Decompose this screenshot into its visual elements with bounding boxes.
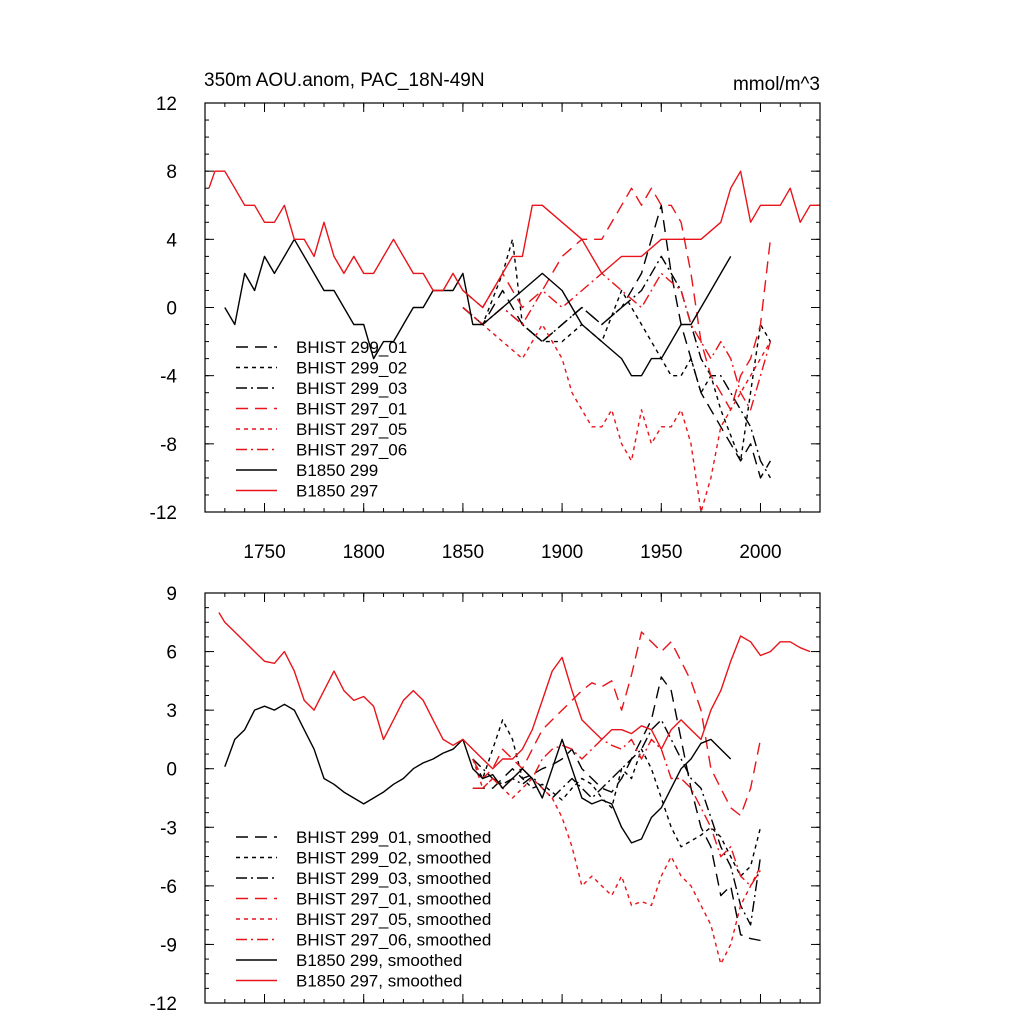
x-tick-label: 2000 bbox=[739, 542, 781, 563]
series-line-1 bbox=[472, 719, 762, 877]
legend-label: BHIST 299_01, smoothed bbox=[296, 828, 491, 847]
legend-label: BHIST 299_01 bbox=[296, 338, 407, 357]
x-tick-label: 1850 bbox=[442, 542, 484, 563]
legend-label: BHIST 299_03 bbox=[296, 379, 407, 398]
series-line-5 bbox=[462, 272, 772, 411]
chart-title: 350m AOU.anom, PAC_18N-49N bbox=[204, 70, 485, 91]
series-line-0 bbox=[472, 676, 761, 942]
series-line-4 bbox=[472, 758, 762, 965]
y-tick-label: -8 bbox=[160, 435, 177, 456]
legend-label: BHIST 297_06 bbox=[296, 441, 407, 460]
series-line-4 bbox=[462, 306, 772, 513]
bottom-tick-group: -12 -9 -6 -3 0 3 6 9 bbox=[150, 584, 821, 1015]
legend-label: B1850 299 bbox=[296, 461, 378, 480]
y-tick-label: -9 bbox=[160, 935, 177, 956]
series-line-1 bbox=[462, 238, 772, 462]
legend-label: BHIST 297_01 bbox=[296, 400, 407, 419]
bottom-series-group bbox=[218, 612, 811, 965]
series-line-2 bbox=[472, 719, 762, 926]
bottom-legend: BHIST 299_01, smoothed BHIST 299_02, smoo… bbox=[236, 828, 491, 991]
x-tick-label: 1900 bbox=[541, 542, 583, 563]
y-tick-label: -3 bbox=[160, 818, 177, 839]
series-line-6 bbox=[224, 703, 732, 844]
y-tick-label: -12 bbox=[150, 994, 177, 1015]
y-tick-label: 4 bbox=[166, 230, 177, 251]
top-series-group bbox=[208, 170, 820, 513]
legend-label: BHIST 299_02 bbox=[296, 359, 407, 378]
legend-label: BHIST 299_02, smoothed bbox=[296, 849, 491, 868]
legend-label: BHIST 297_01, smoothed bbox=[296, 890, 491, 909]
series-line-7 bbox=[218, 612, 811, 770]
y-tick-label: 8 bbox=[166, 162, 177, 183]
y-tick-label: 12 bbox=[156, 94, 177, 115]
series-line-3 bbox=[462, 187, 772, 411]
legend-label: B1850 299, smoothed bbox=[296, 951, 462, 970]
units-label: mmol/m^3 bbox=[733, 74, 820, 95]
y-tick-label: 9 bbox=[166, 584, 177, 605]
series-line-2 bbox=[462, 255, 772, 479]
y-tick-label: 3 bbox=[166, 701, 177, 722]
y-tick-label: 0 bbox=[166, 299, 177, 320]
y-tick-label: 6 bbox=[166, 643, 177, 664]
y-tick-label: -4 bbox=[160, 367, 177, 388]
legend-label: BHIST 297_05, smoothed bbox=[296, 910, 491, 929]
legend-label: B1850 297, smoothed bbox=[296, 972, 462, 991]
top-tick-group: -12 -8 -4 0 4 8 12 1750 1800 1850 1900 1950 2000 bbox=[150, 94, 821, 563]
legend-label: B1850 297 bbox=[296, 482, 378, 501]
bottom-plot-frame bbox=[204, 592, 821, 1004]
series-line-0 bbox=[462, 204, 772, 479]
series-line-5 bbox=[472, 738, 762, 887]
legend-label: BHIST 297_06, smoothed bbox=[296, 931, 491, 950]
top-panel: 350m AOU.anom, PAC_18N-49N mmol/m^3 -12-… bbox=[150, 70, 821, 563]
y-tick-label: 0 bbox=[166, 760, 177, 781]
series-line-3 bbox=[472, 631, 762, 817]
y-tick-label: -12 bbox=[150, 503, 177, 524]
legend-label: BHIST 297_05 bbox=[296, 420, 407, 439]
x-tick-label: 1950 bbox=[640, 542, 682, 563]
x-tick-label: 1800 bbox=[343, 542, 385, 563]
y-tick-label: -6 bbox=[160, 877, 177, 898]
x-tick-label: 1750 bbox=[243, 542, 285, 563]
top-plot-frame bbox=[204, 102, 821, 513]
series-line-7 bbox=[208, 170, 820, 309]
legend-label: BHIST 299_03, smoothed bbox=[296, 869, 491, 888]
